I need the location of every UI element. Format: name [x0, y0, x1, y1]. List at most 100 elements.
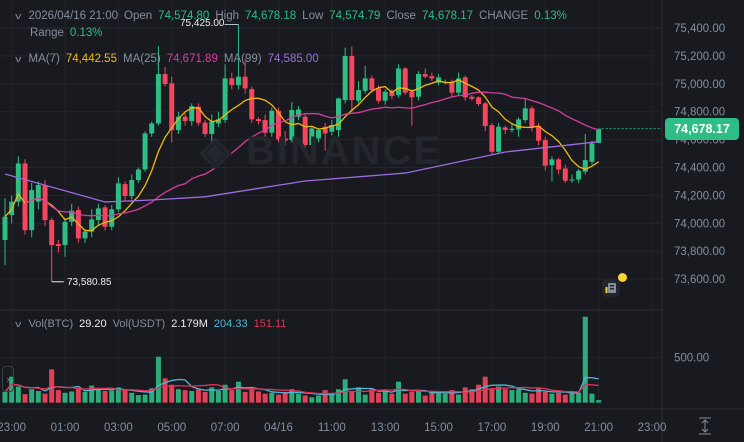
volume-bar	[62, 392, 68, 403]
volume-bar	[416, 390, 422, 403]
volume-bar	[436, 391, 442, 403]
candle-body	[282, 138, 288, 141]
volume-bar	[582, 316, 588, 403]
volume-bar	[589, 393, 595, 403]
volume-bar	[135, 395, 141, 403]
volume-bar	[509, 390, 515, 403]
candle-body	[536, 126, 542, 141]
ma25-line	[24, 91, 599, 217]
volume-bar	[289, 389, 295, 403]
volume-bar	[22, 394, 28, 403]
candle-body	[342, 56, 348, 101]
candle-body	[215, 119, 221, 124]
range-legend: Range 0.13%	[30, 27, 103, 39]
volume-bar	[2, 391, 8, 403]
collapse-chevron-icon[interactable]: v	[15, 319, 22, 329]
volume-bar	[209, 387, 215, 403]
candle-body	[255, 119, 261, 122]
price-tick-label: 74,400.00	[674, 163, 725, 175]
candle-body	[22, 163, 28, 231]
low-value: 74,574.79	[329, 10, 381, 22]
volume-bar	[249, 389, 255, 403]
vol-usdt-label: Vol(USDT)	[112, 318, 166, 330]
candle-body	[42, 185, 48, 221]
collapse-chevron-icon[interactable]: v	[15, 11, 22, 21]
candle-body	[149, 123, 155, 134]
candle-body	[309, 128, 315, 146]
ma99-label: MA(99)	[223, 53, 262, 65]
volume-bar	[175, 389, 181, 403]
volume-bar	[142, 394, 148, 403]
candle-body	[129, 180, 135, 197]
volume-bar	[149, 388, 155, 403]
candle-body	[235, 76, 241, 86]
candle-body	[456, 78, 462, 93]
volume-bar	[329, 393, 335, 403]
volume-bar	[189, 391, 195, 403]
volume-bar	[235, 381, 241, 403]
candle-body	[436, 77, 442, 83]
candle-body	[502, 127, 508, 131]
change-value: 0.13%	[534, 10, 567, 22]
candle-body	[396, 68, 402, 96]
candle-body	[576, 170, 582, 180]
volume-bar	[275, 394, 281, 403]
volume-bar	[449, 390, 455, 403]
volume-bar	[182, 390, 188, 403]
volume-bar	[302, 395, 308, 403]
news-icon[interactable]	[602, 279, 620, 297]
candle-body	[29, 190, 35, 231]
collapse-chevron-icon[interactable]: v	[15, 54, 22, 64]
volume-bar	[315, 395, 321, 403]
volume-bar	[569, 391, 575, 403]
ma99-value: 74,585.00	[267, 53, 319, 65]
close-label: Close	[386, 10, 416, 22]
volume-bar	[496, 386, 502, 403]
candle-body	[275, 110, 281, 140]
volume-bar	[376, 392, 382, 403]
ma7-line	[4, 79, 599, 232]
expand-sidebar-handle[interactable]: ›	[2, 366, 14, 392]
candle-body	[416, 74, 422, 97]
volume-bar	[75, 388, 81, 403]
price-tick-label: 75,200.00	[674, 51, 725, 63]
volume-bar	[476, 384, 482, 403]
auto-scale-icon[interactable]	[697, 417, 713, 435]
volume-bar	[562, 394, 568, 403]
volume-bar	[516, 389, 522, 403]
candle-body	[302, 116, 308, 146]
range-label: Range	[30, 27, 64, 39]
candle-body	[469, 96, 475, 99]
price-tick-label: 74,800.00	[674, 107, 725, 119]
candle-body	[69, 210, 75, 222]
candle-body	[49, 220, 55, 246]
time-tick-label: 11:00	[318, 422, 346, 434]
candle-body	[462, 77, 468, 98]
time-tick-label: 07:00	[211, 422, 240, 434]
candle-body	[2, 216, 8, 241]
candle-body	[589, 143, 595, 162]
candle-body	[489, 125, 495, 152]
ohlc-legend: v 2026/04/16 21:00 Open 74,574.80 High 7…	[15, 10, 567, 22]
volume-bar	[382, 391, 388, 403]
candle-body	[376, 88, 382, 101]
time-tick-label: 13:00	[371, 422, 400, 434]
candle-body	[122, 184, 128, 197]
candle-body	[222, 78, 228, 121]
candle-body	[522, 108, 528, 121]
candle-body	[569, 179, 575, 181]
current-price-tag: 74,678.17	[665, 118, 739, 140]
volume-bar	[35, 391, 41, 403]
time-tick-label: 15:00	[424, 422, 453, 434]
volume-bar	[215, 391, 221, 403]
price-tick-label: 75,400.00	[674, 23, 725, 35]
candle-body	[409, 91, 415, 98]
volume-bar	[295, 393, 301, 403]
volume-bar	[396, 381, 402, 403]
low-label: Low	[302, 10, 324, 22]
candle-body	[142, 133, 148, 170]
candle-body	[15, 163, 21, 202]
ma-legend: v MA(7) 74,442.55 MA(25) 74,671.89 MA(99…	[15, 53, 319, 65]
ma7-label: MA(7)	[28, 53, 60, 65]
